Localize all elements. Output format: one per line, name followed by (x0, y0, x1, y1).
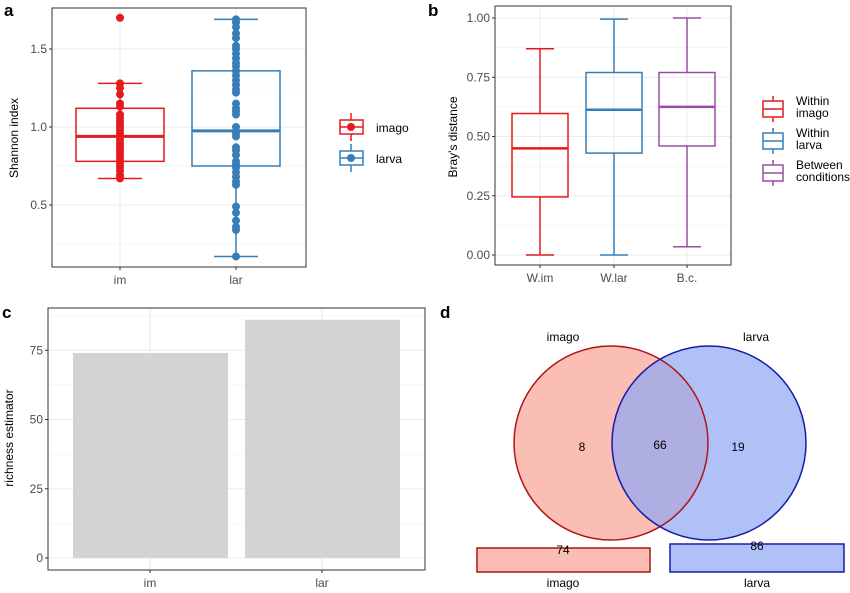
data-point-imago (116, 13, 124, 22)
data-point-larva (232, 252, 240, 261)
set-size-imago: 74 (556, 543, 570, 557)
set-bar-label-imago: imago (547, 576, 580, 590)
plot-frame (494, 5, 732, 266)
data-point-imago (116, 99, 124, 108)
x-tick-label: W.lar (600, 271, 627, 285)
box-Bc-box (658, 71, 716, 147)
data-point-imago (116, 110, 124, 119)
legend-label-line2: imago (796, 106, 829, 120)
y-tick-label: 0.00 (467, 248, 491, 262)
panel-label-b: b (428, 1, 438, 20)
data-point-imago (116, 79, 124, 88)
set-bar-label-larva: larva (744, 576, 770, 590)
data-point-larva (232, 157, 240, 166)
panel-label-c: c (2, 303, 11, 322)
y-tick-label: 0.75 (467, 70, 491, 84)
y-tick-label: 0.50 (467, 130, 491, 144)
venn-circle-imago-outline (513, 345, 709, 541)
data-point-larva (232, 129, 240, 138)
y-tick-label: 0 (36, 551, 43, 565)
panel-b-boxplot: 0.000.250.500.751.00W.im W.lar B.c.Withini… (467, 5, 850, 285)
plot-background (495, 6, 731, 265)
data-point-larva (232, 216, 240, 225)
set-size-bar-imago (476, 547, 651, 573)
y-tick-label: 0.5 (30, 198, 47, 212)
legend-label-line2: conditions (796, 170, 850, 184)
legend-label-line1: Within (796, 94, 829, 108)
y-tick-label: 50 (30, 413, 44, 427)
venn-circle-larva-fill (612, 346, 806, 540)
box-Wim-box (511, 112, 569, 198)
legend-key-point (347, 154, 355, 162)
x-tick-label: lar (229, 273, 242, 287)
venn-count-both: 66 (653, 438, 667, 452)
bar-im (73, 353, 228, 558)
panel-c-bar-chart: 0 25 50 75 im lar (30, 307, 426, 590)
box-Wlar-box (585, 71, 643, 154)
legend-label-line2: larva (796, 138, 822, 152)
venn-label-imago: imago (547, 330, 580, 344)
venn-circle-larva-outline (611, 345, 807, 541)
set-size-larva: 86 (750, 539, 764, 553)
data-point-larva (232, 123, 240, 131)
panel-b-ylabel: Bray's distance (446, 96, 460, 177)
data-point-larva (232, 143, 240, 152)
legend-label-line1: Within (796, 126, 829, 140)
y-tick-label: 1.00 (467, 11, 491, 25)
y-tick-label: 0.25 (467, 189, 491, 203)
legend-label-line1: Between (796, 158, 843, 172)
x-tick-label: B.c. (677, 271, 698, 285)
data-point-larva (232, 222, 240, 231)
y-tick-label: 75 (30, 343, 44, 357)
panel-a-ylabel: Shannon index (7, 98, 21, 178)
plot-frame (47, 307, 426, 571)
panel-d-venn: imago larva 8 66 19 74 86 imago larva (476, 330, 845, 590)
venn-count-imago-only: 8 (579, 440, 586, 454)
venn-label-larva: larva (743, 330, 769, 344)
data-point-larva (232, 41, 240, 50)
y-tick-label: 1.0 (30, 120, 47, 134)
data-point-larva (232, 15, 240, 24)
set-size-bar-larva (669, 543, 845, 573)
panel-c-ylabel: richness estimator (2, 389, 16, 486)
legend-label-imago: imago (376, 121, 409, 135)
x-tick-label: W.im (527, 271, 554, 285)
panel-a-boxplot: 0.5 1.0 1.5 im lar imago larva (30, 7, 409, 287)
x-tick-label: im (144, 576, 157, 590)
panel-label-a: a (4, 1, 14, 20)
x-tick-label: im (114, 273, 127, 287)
legend-label-larva: larva (376, 152, 402, 166)
data-point-larva (232, 99, 240, 108)
data-point-larva (232, 202, 240, 211)
panel-label-d: d (440, 303, 450, 322)
data-point-larva (232, 208, 240, 217)
legend-key-point (347, 123, 355, 131)
bar-lar (245, 319, 400, 558)
venn-count-larva-only: 19 (731, 440, 745, 454)
y-tick-label: 25 (30, 482, 44, 496)
plot-frame (51, 7, 307, 268)
x-tick-label: lar (315, 576, 328, 590)
data-point-larva (232, 29, 240, 38)
y-tick-label: 1.5 (30, 42, 47, 56)
data-point-imago (116, 90, 124, 99)
